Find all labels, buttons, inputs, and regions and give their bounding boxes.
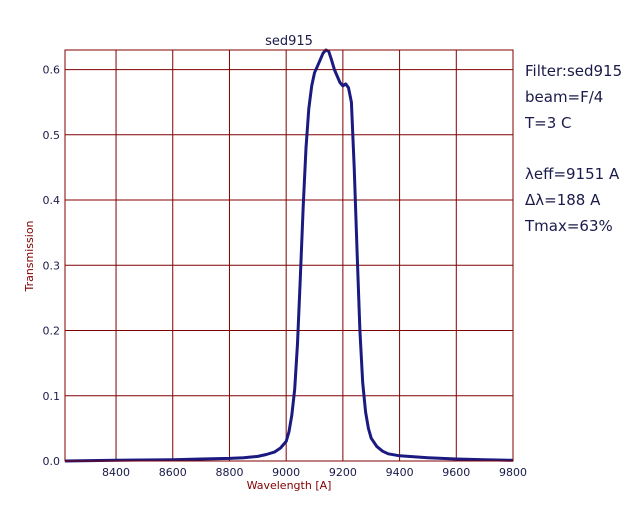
y-tick-label: 0.6 [43,64,61,77]
plot-frame [64,49,514,462]
x-tick-label: 9800 [499,466,527,479]
y-tick-label: 0.2 [43,325,61,338]
x-tick-label: 9400 [386,466,414,479]
x-tick-label: 8800 [215,466,243,479]
x-tick-label: 9000 [272,466,300,479]
transmission-curve [64,48,514,463]
y-axis-label: Transmission [23,220,36,292]
temperature-text: T=3 C [525,114,572,132]
data-layer [64,48,514,463]
filter-name-text: Filter:sed915 [525,62,623,80]
y-tick-label: 0.3 [43,259,61,272]
tmax-text: Tmax=63% [525,217,613,235]
beam-text: beam=F/4 [525,88,604,106]
x-axis-label: Wavelength [A] [247,479,332,492]
grid-layer [65,50,514,462]
lambda-eff-text: λeff=9151 A [525,165,620,183]
x-tick-label: 9200 [329,466,357,479]
y-tick-label: 0.4 [43,194,61,207]
x-tick-label: 9600 [442,466,470,479]
delta-lambda-text: Δλ=188 A [525,191,601,209]
chart-title: sed915 [265,34,313,49]
x-tick-label: 8400 [102,466,130,479]
y-tick-label: 0.5 [43,129,61,142]
tick-label-layer: 8400 8600 8800 9000 9200 9400 9600 9800 0.0 0.1 0.… [43,64,528,479]
x-tick-label: 8600 [159,466,187,479]
y-tick-label: 0.1 [43,390,61,403]
y-tick-label: 0.0 [43,455,61,468]
